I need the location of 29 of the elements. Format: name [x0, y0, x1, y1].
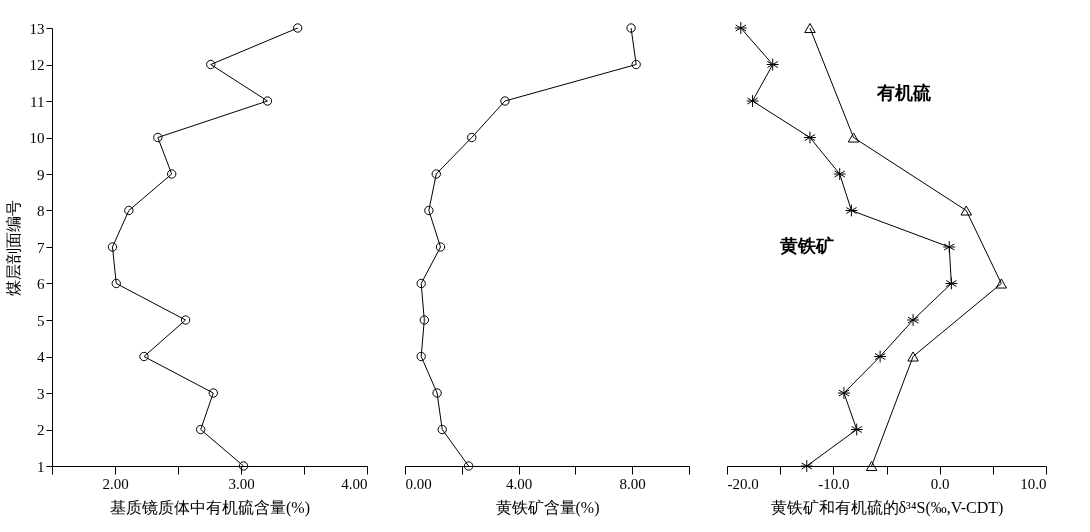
- y-tick-label: 8: [37, 203, 45, 219]
- y-tick-label: 13: [29, 20, 45, 37]
- x-tick-label: -10.0: [818, 475, 850, 492]
- y-tick-label: 3: [37, 385, 45, 402]
- y-tick-label: 5: [37, 312, 45, 329]
- y-tick-label: 11: [30, 93, 45, 110]
- series-label: 有机硫: [875, 82, 931, 103]
- y-tick-label: 10: [29, 130, 45, 146]
- x-tick-label: 4.00: [505, 475, 533, 492]
- y-tick-label: 12: [29, 57, 45, 73]
- x-tick-label: 10.0: [1020, 475, 1047, 492]
- x-axis-title: 基质镜质体中有机硫含量(%): [110, 498, 310, 517]
- y-tick-label: 4: [37, 349, 45, 365]
- series-label: 黄铁矿: [779, 236, 835, 256]
- y-tick-label: 2: [37, 422, 45, 438]
- y-axis-title: 煤层剖面编号: [4, 199, 22, 296]
- x-tick-label: 3.00: [228, 475, 255, 492]
- x-axis-title: 黄铁矿含量(%): [495, 498, 600, 517]
- x-tick-label: 2.00: [102, 475, 129, 492]
- x-tick-label: 8.00: [619, 475, 646, 492]
- y-tick-label: 7: [37, 239, 45, 256]
- x-tick-label: -20.0: [727, 475, 759, 492]
- y-tick-label: 9: [37, 166, 45, 183]
- x-tick-label: 0.0: [930, 475, 950, 492]
- y-tick-label: 1: [37, 458, 45, 475]
- y-tick-label: 6: [37, 276, 45, 292]
- x-axis-title: 黄铁矿和有机硫的δ³⁴S(‰,V-CDT): [770, 498, 1004, 517]
- x-tick-label: 4.00: [341, 475, 368, 492]
- x-tick-label: 0.00: [405, 475, 432, 492]
